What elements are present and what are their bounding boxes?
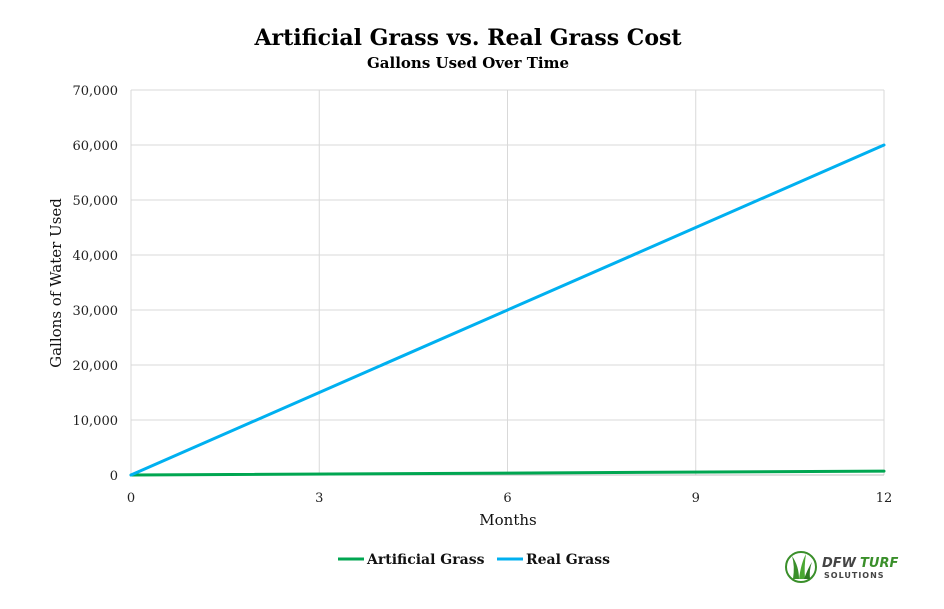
y-tick-label: 70,000 bbox=[73, 84, 119, 99]
logo-text-turf: TURF bbox=[860, 556, 898, 571]
legend-label: Real Grass bbox=[526, 552, 610, 568]
grass-blade-icon bbox=[804, 562, 812, 579]
y-tick-label: 20,000 bbox=[73, 359, 119, 374]
grid bbox=[131, 89, 885, 475]
series-lines bbox=[129, 143, 886, 477]
dfw-turf-logo: DFW TURF SOLUTIONS bbox=[785, 551, 898, 583]
logo-text-dfw: DFW bbox=[822, 556, 857, 571]
series-line-0 bbox=[129, 469, 886, 477]
x-tick-label: 3 bbox=[315, 491, 323, 506]
chart-title: Artificial Grass vs. Real Grass Cost bbox=[253, 25, 682, 51]
y-tick-label: 30,000 bbox=[73, 304, 119, 319]
y-tick-label: 10,000 bbox=[73, 414, 119, 429]
y-tick-label: 50,000 bbox=[73, 194, 119, 209]
y-tick-label: 0 bbox=[110, 469, 118, 484]
y-axis-label: Gallons of Water Used bbox=[47, 198, 65, 368]
y-tick-label: 60,000 bbox=[73, 139, 119, 154]
logo-text-solutions: SOLUTIONS bbox=[824, 571, 885, 580]
x-axis-label: Months bbox=[479, 511, 536, 529]
grass-blade-icon bbox=[799, 554, 806, 579]
series-line-1 bbox=[129, 143, 886, 477]
chart-subtitle: Gallons Used Over Time bbox=[367, 54, 569, 72]
grass-blade-icon bbox=[792, 556, 799, 579]
legend-label: Artificial Grass bbox=[366, 552, 485, 568]
tick-labels: 0 10,000 20,000 30,000 40,000 50,000 60,000 70,… bbox=[73, 84, 893, 506]
x-tick-label: 6 bbox=[503, 491, 511, 506]
legend: Artificial Grass Real Grass bbox=[338, 552, 610, 568]
y-tick-label: 40,000 bbox=[73, 249, 119, 264]
x-tick-label: 9 bbox=[692, 491, 700, 506]
x-tick-label: 12 bbox=[876, 491, 893, 506]
x-tick-label: 0 bbox=[127, 491, 135, 506]
